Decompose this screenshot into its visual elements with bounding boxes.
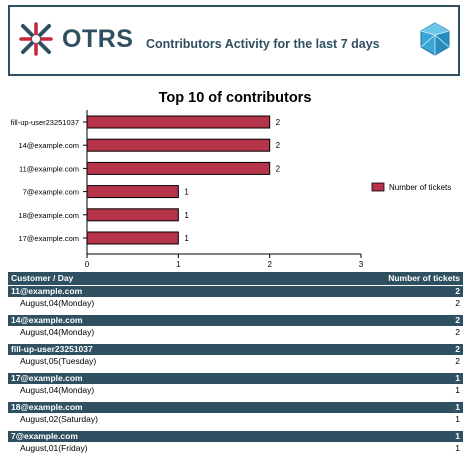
report-title: Contributors Activity for the last 7 day… [146, 37, 380, 51]
y-tick-label: 14@example.com [18, 141, 79, 150]
icosahedron-icon [420, 22, 450, 56]
bar-value-label: 2 [276, 141, 281, 150]
report-header: OTRS Contributors Activity for the last … [8, 5, 460, 76]
bar [86, 115, 271, 129]
x-tick-label: 2 [267, 260, 272, 269]
y-tick-label: 18@example.com [18, 211, 79, 220]
customer-total: 2 [455, 286, 460, 296]
customer-name: 7@example.com [11, 431, 78, 441]
customer-group-row: 18@example.com 1 [8, 402, 463, 413]
table-row: August,04(Monday) 1 [8, 384, 463, 397]
legend-swatch [371, 182, 385, 192]
customer-name: 11@example.com [11, 286, 83, 296]
y-tick-label: 11@example.com [19, 164, 79, 173]
y-tick-label: fill-up-user23251037 [11, 118, 79, 127]
otrs-logo-icon [19, 22, 53, 56]
customer-total: 1 [455, 431, 460, 441]
customer-group-row: 17@example.com 1 [8, 373, 463, 384]
ticket-count-cell: 2 [455, 298, 460, 308]
customer-name: 18@example.com [11, 402, 83, 412]
customer-total: 2 [455, 315, 460, 325]
bar [86, 208, 179, 222]
ticket-count-cell: 2 [455, 327, 460, 337]
ticket-count-cell: 1 [455, 443, 460, 453]
table-row: August,04(Monday) 2 [8, 297, 463, 310]
customer-group-row: 11@example.com 2 [8, 286, 463, 297]
contributors-table: Customer / Day Number of tickets 11@exam… [8, 272, 463, 455]
day-cell: August,02(Saturday) [20, 414, 98, 424]
table-body: 11@example.com 2 August,04(Monday) 2 14@exam… [8, 286, 463, 455]
table-row: August,02(Saturday) 1 [8, 413, 463, 426]
bar-value-label: 2 [276, 118, 281, 127]
customer-total: 1 [455, 402, 460, 412]
bar [86, 161, 271, 175]
ticket-count-cell: 1 [455, 414, 460, 424]
table-row: August,05(Tuesday) 2 [8, 355, 463, 368]
column-header-customer-day: Customer / Day [11, 273, 74, 283]
customer-name: 14@example.com [11, 315, 83, 325]
day-cell: August,04(Monday) [20, 298, 95, 308]
customer-group-row: 7@example.com 1 [8, 431, 463, 442]
column-header-number-of-tickets: Number of tickets [388, 273, 460, 283]
logo-text: OTRS [62, 25, 134, 53]
customer-name: 17@example.com [11, 373, 83, 383]
table-row: August,04(Monday) 2 [8, 326, 463, 339]
bar-value-label: 1 [184, 234, 189, 243]
ticket-count-cell: 1 [455, 385, 460, 395]
bar-value-label: 2 [276, 164, 281, 173]
bar [86, 185, 179, 199]
x-tick-label: 1 [176, 260, 181, 269]
contributors-bar-chart: 0 1 2 3 fill-up-user23251037 2 14@example.com 2… [11, 110, 451, 269]
x-tick-label: 3 [359, 260, 364, 269]
day-cell: August,04(Monday) [20, 327, 95, 337]
bar [86, 138, 271, 152]
customer-group-row: 14@example.com 2 [8, 315, 463, 326]
ticket-count-cell: 2 [455, 356, 460, 366]
chart-title: Top 10 of contributors [158, 90, 312, 106]
day-cell: August,05(Tuesday) [20, 356, 97, 366]
x-tick-label: 0 [85, 260, 90, 269]
table-row: August,01(Friday) 1 [8, 442, 463, 455]
y-tick-label: 17@example.com [18, 234, 79, 243]
bar-value-label: 1 [184, 211, 189, 220]
day-cell: August,01(Friday) [20, 443, 88, 453]
day-cell: August,04(Monday) [20, 385, 95, 395]
customer-total: 1 [455, 373, 460, 383]
y-tick-label: 7@example.com [23, 188, 79, 197]
table-header: Customer / Day Number of tickets [8, 272, 463, 285]
customer-group-row: fill-up-user23251037 2 [8, 344, 463, 355]
legend-label: Number of tickets [389, 183, 451, 192]
bar-value-label: 1 [184, 188, 189, 197]
customer-name: fill-up-user23251037 [11, 344, 93, 354]
bar [86, 231, 179, 245]
customer-total: 2 [455, 344, 460, 354]
